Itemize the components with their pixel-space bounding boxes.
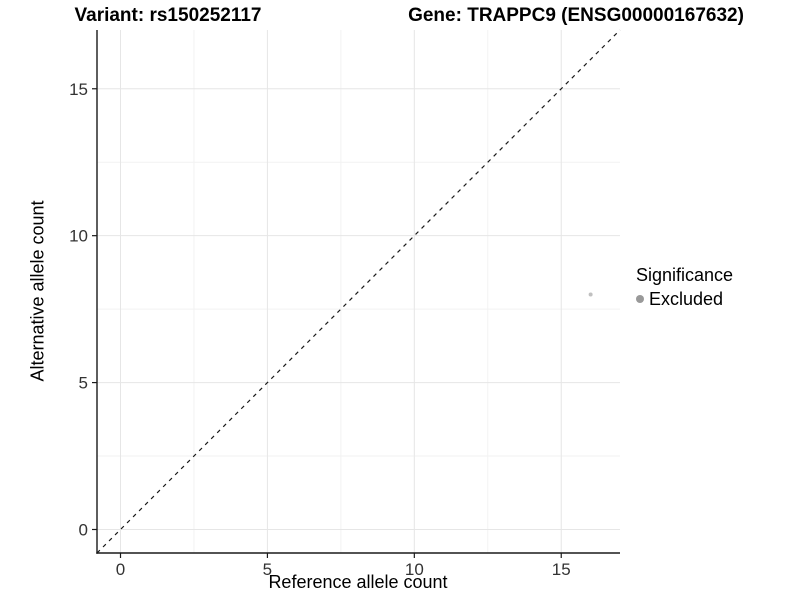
plot-title-gene: Gene: TRAPPC9 (ENSG00000167632)	[408, 5, 744, 26]
legend-item-label: Excluded	[649, 289, 724, 309]
svg-text:0: 0	[116, 560, 125, 579]
svg-text:0: 0	[79, 520, 88, 539]
plot-title-variant: Variant: rs150252117	[74, 5, 262, 26]
svg-text:5: 5	[79, 374, 88, 393]
legend-title: Significance	[636, 265, 734, 285]
y-axis-label: Alternative allele count	[27, 200, 48, 382]
legend-item-excluded: Excluded	[636, 289, 733, 309]
legend: Significance Excluded	[636, 264, 733, 309]
svg-text:5: 5	[263, 560, 272, 579]
legend-key-dot-icon	[636, 295, 644, 303]
svg-text:10: 10	[405, 560, 424, 579]
svg-text:15: 15	[552, 560, 571, 579]
svg-text:10: 10	[69, 227, 88, 246]
svg-text:15: 15	[69, 80, 88, 99]
x-axis-label: Reference allele count	[268, 572, 448, 592]
